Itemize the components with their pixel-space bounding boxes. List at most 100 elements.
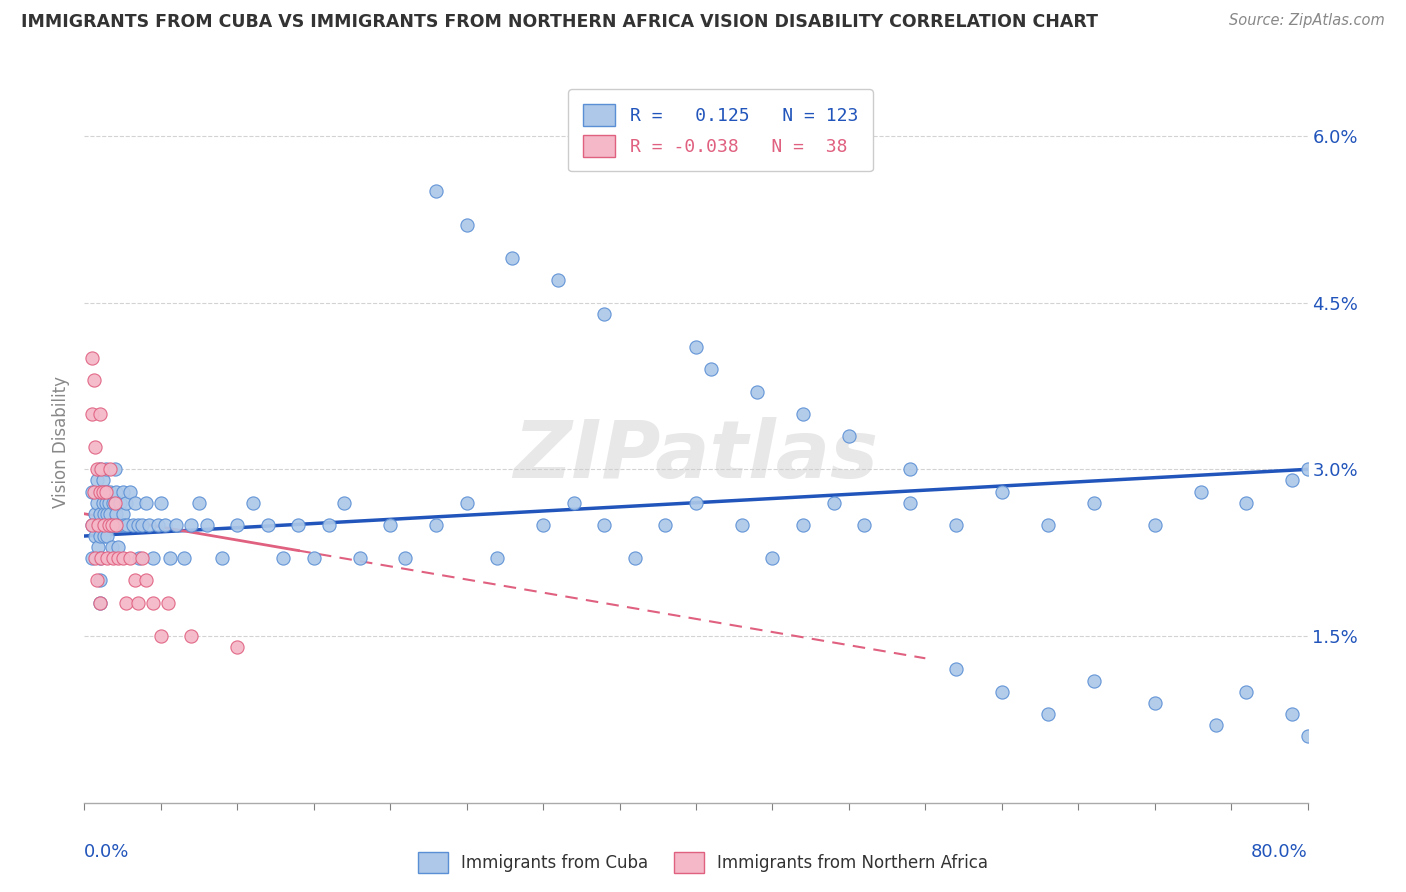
Point <box>127 517 149 532</box>
Point <box>84 440 107 454</box>
Point <box>89 529 111 543</box>
Point <box>103 517 125 532</box>
Point <box>114 596 136 610</box>
Point <box>318 517 340 532</box>
Point <box>425 517 447 532</box>
Point <box>111 484 134 499</box>
Point <box>94 496 117 510</box>
Point <box>135 496 157 510</box>
Point <box>159 551 181 566</box>
Point <box>80 407 103 421</box>
Point <box>87 517 110 532</box>
Point <box>98 507 121 521</box>
Point <box>394 551 416 566</box>
Point <box>547 273 569 287</box>
Point <box>349 551 371 566</box>
Point <box>945 662 967 676</box>
Point <box>149 629 172 643</box>
Point <box>103 551 125 566</box>
Point <box>593 517 616 532</box>
Point <box>97 517 120 532</box>
Point <box>89 551 111 566</box>
Point <box>165 517 187 532</box>
Point <box>90 462 112 476</box>
Text: Source: ZipAtlas.com: Source: ZipAtlas.com <box>1229 13 1385 29</box>
Point <box>792 517 814 532</box>
Point <box>142 551 165 566</box>
Point <box>1281 706 1303 721</box>
Point <box>761 551 783 566</box>
Point <box>91 496 114 510</box>
Text: 0.0%: 0.0% <box>84 843 129 861</box>
Point <box>84 529 107 543</box>
Point <box>107 540 129 554</box>
Point <box>96 507 118 521</box>
Point <box>1281 474 1303 488</box>
Point <box>654 517 676 532</box>
Point <box>1083 673 1105 688</box>
Point <box>142 596 165 610</box>
Point <box>1143 517 1166 532</box>
Point <box>302 551 325 566</box>
Point <box>1036 706 1059 721</box>
Point <box>98 462 121 476</box>
Point <box>83 373 105 387</box>
Text: IMMIGRANTS FROM CUBA VS IMMIGRANTS FROM NORTHERN AFRICA VISION DISABILITY CORREL: IMMIGRANTS FROM CUBA VS IMMIGRANTS FROM … <box>21 13 1098 31</box>
Point <box>991 684 1014 698</box>
Point <box>486 551 509 566</box>
Point <box>287 517 309 532</box>
Point <box>114 496 136 510</box>
Point <box>86 462 108 476</box>
Point <box>89 407 111 421</box>
Point <box>104 496 127 510</box>
Point <box>89 484 111 499</box>
Point <box>110 517 132 532</box>
Point <box>104 462 127 476</box>
Point <box>112 517 135 532</box>
Point <box>1189 484 1212 499</box>
Point <box>1143 696 1166 710</box>
Legend: Immigrants from Cuba, Immigrants from Northern Africa: Immigrants from Cuba, Immigrants from No… <box>412 846 994 880</box>
Point <box>823 496 845 510</box>
Point <box>91 517 114 532</box>
Point <box>242 496 264 510</box>
Point <box>94 462 117 476</box>
Point <box>97 517 120 532</box>
Text: ZIPatlas: ZIPatlas <box>513 417 879 495</box>
Point <box>91 484 114 499</box>
Point <box>96 484 118 499</box>
Point <box>1083 496 1105 510</box>
Point <box>93 517 115 532</box>
Point <box>93 507 115 521</box>
Point <box>103 496 125 510</box>
Point <box>89 574 111 588</box>
Point <box>124 574 146 588</box>
Point <box>97 496 120 510</box>
Point <box>89 507 111 521</box>
Point <box>173 551 195 566</box>
Point <box>991 484 1014 499</box>
Point <box>1236 684 1258 698</box>
Point <box>531 517 554 532</box>
Point <box>226 640 249 655</box>
Point <box>124 496 146 510</box>
Point <box>188 496 211 510</box>
Point <box>138 517 160 532</box>
Point <box>96 551 118 566</box>
Point <box>157 596 180 610</box>
Point <box>105 517 128 532</box>
Point <box>111 507 134 521</box>
Point <box>1296 462 1319 476</box>
Text: 80.0%: 80.0% <box>1251 843 1308 861</box>
Y-axis label: Vision Disability: Vision Disability <box>52 376 70 508</box>
Point <box>80 517 103 532</box>
Point <box>1236 496 1258 510</box>
Point <box>94 484 117 499</box>
Point <box>89 484 111 499</box>
Point <box>593 307 616 321</box>
Point <box>80 517 103 532</box>
Point <box>89 596 111 610</box>
Point <box>90 551 112 566</box>
Point <box>96 529 118 543</box>
Point <box>853 517 876 532</box>
